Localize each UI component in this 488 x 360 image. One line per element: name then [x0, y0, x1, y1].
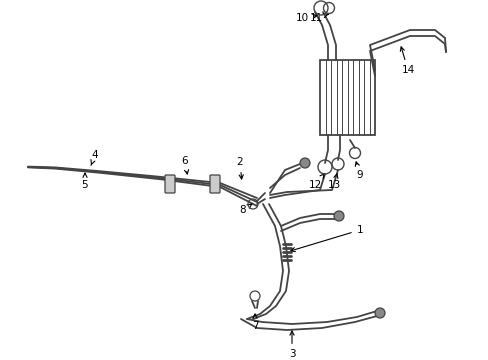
- Circle shape: [374, 308, 384, 318]
- Text: 8: 8: [239, 204, 251, 215]
- Text: 3: 3: [288, 331, 295, 359]
- Text: 12: 12: [308, 174, 324, 190]
- FancyBboxPatch shape: [209, 175, 220, 193]
- Text: 4: 4: [91, 150, 98, 165]
- FancyBboxPatch shape: [164, 175, 175, 193]
- Text: 5: 5: [81, 173, 88, 190]
- Text: 9: 9: [355, 162, 363, 180]
- Text: 1: 1: [290, 225, 363, 252]
- Text: 10: 10: [295, 13, 316, 23]
- Circle shape: [333, 211, 343, 221]
- Text: 11: 11: [309, 13, 327, 23]
- Circle shape: [299, 158, 309, 168]
- Text: 7: 7: [251, 314, 258, 331]
- Text: 13: 13: [326, 174, 340, 190]
- Bar: [319, 60, 374, 135]
- Text: 14: 14: [400, 47, 414, 75]
- Text: 2: 2: [236, 157, 243, 179]
- Text: 6: 6: [182, 156, 188, 174]
